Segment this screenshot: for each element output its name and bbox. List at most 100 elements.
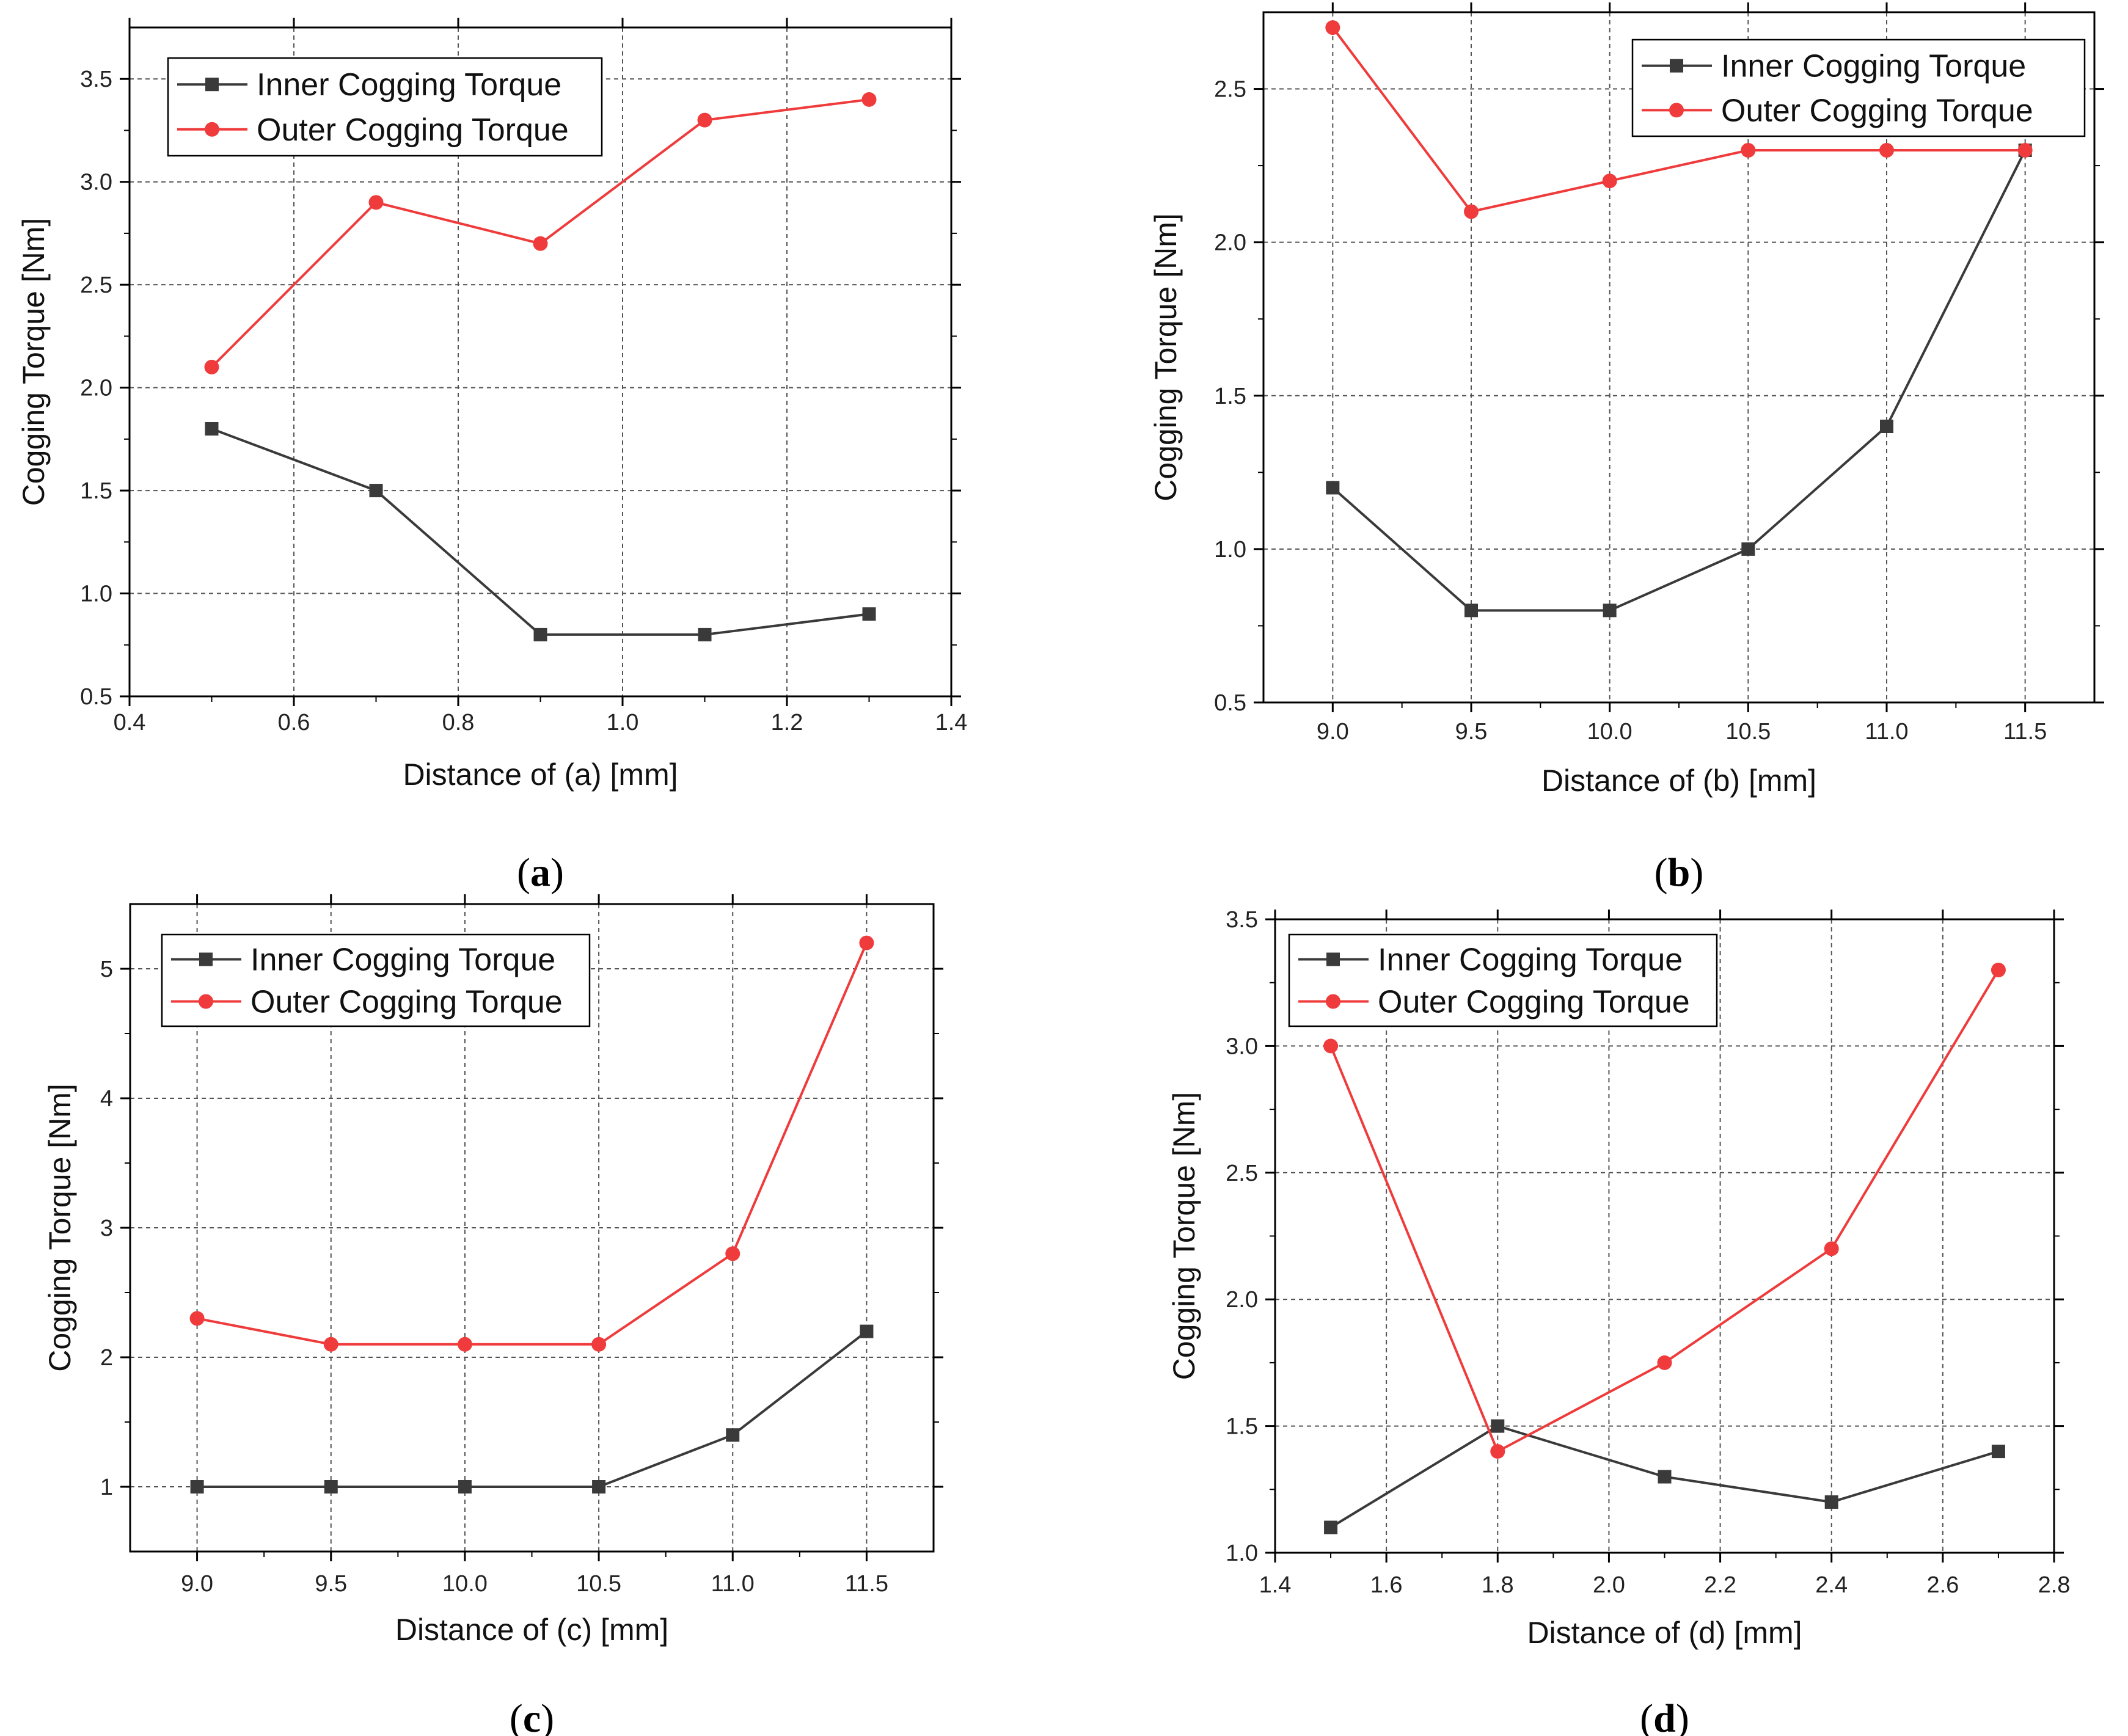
- data-point-inner: [1464, 604, 1478, 618]
- y-tick-label: 3.0: [80, 170, 112, 195]
- legend-marker-square: [1670, 59, 1683, 73]
- data-point-outer: [1490, 1444, 1505, 1459]
- x-axis-title: Distance of (b) [mm]: [1541, 764, 1816, 798]
- x-tick-label: 1.2: [771, 710, 803, 735]
- data-point-inner: [1326, 481, 1340, 495]
- data-point-inner: [458, 1480, 472, 1493]
- legend-label: Outer Cogging Torque: [257, 112, 569, 148]
- data-point-outer: [1657, 1355, 1672, 1370]
- x-tick-label: 1.0: [607, 710, 639, 735]
- x-axis-title: Distance of (a) [mm]: [403, 757, 678, 792]
- data-point-inner: [1741, 542, 1755, 556]
- chart-panel-c: 9.0 9.5 10.0 10.5 11.0 11.5 1 2 3 4 5 Distance of (…: [43, 894, 943, 1736]
- legend-marker-circle: [1326, 994, 1340, 1009]
- x-tick-label: 10.0: [1587, 719, 1633, 745]
- data-point-inner: [1658, 1470, 1672, 1484]
- x-tick-label: 0.4: [114, 710, 146, 735]
- data-point-outer: [1991, 962, 2006, 977]
- y-tick-label: 1: [100, 1475, 113, 1500]
- chart-panel-a: 0.4 0.6 0.8 1.0 1.2 1.4 0.5 1.0 1.5 2.0 2.5 3.0 3.5 D…: [16, 18, 967, 895]
- x-tick-label: 9.5: [1455, 719, 1488, 745]
- legend-marker-square: [205, 78, 219, 92]
- y-axis-title: Cogging Torque [Nm]: [1167, 1092, 1201, 1380]
- legend-label: Inner Cogging Torque: [1721, 49, 2026, 84]
- data-point-inner: [324, 1480, 338, 1493]
- y-tick-label: 2.0: [1214, 230, 1246, 256]
- x-tick-label: 1.4: [1259, 1572, 1292, 1598]
- legend-label: Inner Cogging Torque: [1378, 943, 1683, 978]
- panel-caption: (c): [510, 1696, 554, 1736]
- data-point-inner: [1491, 1419, 1505, 1433]
- y-tick-label: 2: [100, 1345, 113, 1371]
- data-point-inner: [860, 1324, 874, 1338]
- x-tick-label: 11.0: [711, 1571, 755, 1597]
- data-point-outer: [323, 1337, 338, 1352]
- legend-marker-circle: [205, 122, 219, 137]
- data-point-inner: [1324, 1520, 1338, 1534]
- chart-panel-d: 1.4 1.6 1.8 2.0 2.2 2.4 2.6 2.8 1.0 1.5 2.0 2.5 3.0 3…: [1167, 907, 2070, 1736]
- legend-marker-square: [1326, 952, 1340, 966]
- series-line-inner: [211, 428, 869, 636]
- panel-caption: (a): [517, 850, 564, 895]
- x-tick-label: 0.6: [278, 710, 310, 735]
- data-point-outer: [1464, 204, 1479, 219]
- data-point-inner: [698, 627, 712, 641]
- x-axis-title: Distance of (d) [mm]: [1527, 1616, 1802, 1650]
- series-line-outer: [1329, 969, 2000, 1453]
- data-point-inner: [205, 422, 219, 436]
- y-tick-label: 2.5: [1214, 77, 1246, 103]
- data-point-inner: [862, 607, 876, 621]
- data-point-inner: [1880, 420, 1893, 433]
- legend-marker-square: [199, 952, 213, 966]
- data-point-outer: [725, 1246, 740, 1261]
- series-line-outer: [197, 942, 868, 1346]
- x-tick-label: 11.5: [2003, 719, 2047, 745]
- legend-label: Outer Cogging Torque: [1721, 93, 2033, 128]
- data-point-inner: [369, 484, 383, 498]
- x-tick-label: 10.5: [1725, 719, 1771, 745]
- data-point-inner: [190, 1480, 204, 1493]
- data-point-outer: [189, 1311, 205, 1326]
- y-tick-label: 1.0: [80, 582, 112, 607]
- x-tick-label: 2.6: [1926, 1572, 1959, 1598]
- y-axis-title: Cogging Torque [Nm]: [1149, 213, 1183, 501]
- data-point-inner: [1991, 1445, 2005, 1459]
- data-point-outer: [1741, 143, 1756, 158]
- y-axis-title: Cogging Torque [Nm]: [16, 218, 51, 506]
- data-point-outer: [1824, 1241, 1839, 1256]
- data-point-outer: [533, 236, 548, 251]
- x-tick-label: 11.5: [845, 1571, 888, 1597]
- x-axis-title: Distance of (c) [mm]: [395, 1613, 668, 1647]
- x-tick-label: 2.0: [1593, 1572, 1625, 1598]
- legend: Inner Cogging Torque Outer Cogging Torque: [161, 933, 591, 1027]
- data-point-outer: [204, 359, 219, 374]
- x-tick-label: 9.0: [181, 1571, 213, 1597]
- series-line-inner: [1332, 150, 2027, 612]
- data-point-inner: [592, 1480, 606, 1493]
- x-tick-label: 2.2: [1704, 1572, 1736, 1598]
- y-axis-title: Cogging Torque [Nm]: [43, 1084, 77, 1372]
- data-point-outer: [861, 92, 877, 107]
- legend-label: Inner Cogging Torque: [257, 67, 561, 103]
- data-point-outer: [1323, 1038, 1339, 1054]
- data-point-outer: [368, 195, 384, 210]
- y-tick-label: 1.0: [1214, 537, 1246, 563]
- y-tick-label: 4: [100, 1086, 113, 1112]
- y-tick-label: 1.5: [80, 478, 112, 504]
- legend-label: Outer Cogging Torque: [1378, 985, 1690, 1020]
- y-tick-label: 3: [100, 1216, 113, 1241]
- data-point-outer: [1325, 20, 1340, 35]
- series-line-inner: [197, 1330, 868, 1488]
- legend-label: Inner Cogging Torque: [250, 943, 555, 978]
- y-tick-label: 1.5: [1226, 1414, 1258, 1440]
- legend-marker-circle: [199, 994, 213, 1009]
- legend-box: [167, 57, 603, 157]
- x-tick-label: 1.6: [1370, 1572, 1403, 1598]
- y-tick-label: 3.0: [1226, 1034, 1258, 1059]
- y-tick-label: 1.5: [1214, 384, 1246, 409]
- legend-box: [161, 933, 591, 1027]
- x-tick-label: 11.0: [1865, 719, 1908, 745]
- x-tick-label: 9.0: [1317, 719, 1349, 745]
- data-point-inner: [1603, 604, 1617, 618]
- x-tick-label: 1.8: [1482, 1572, 1514, 1598]
